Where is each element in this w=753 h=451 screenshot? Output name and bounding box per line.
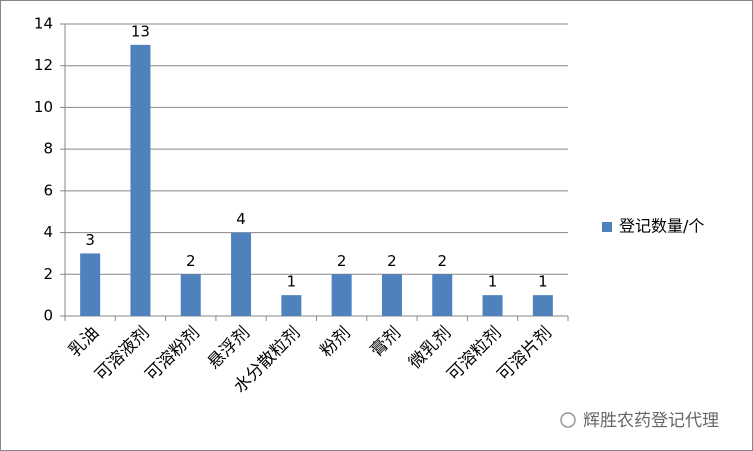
- y-tick-label: 12: [34, 56, 53, 74]
- bar: [432, 274, 453, 316]
- bar: [532, 295, 553, 316]
- y-tick-label: 6: [43, 181, 53, 199]
- bar: [482, 295, 503, 316]
- data-label: 2: [337, 252, 347, 270]
- y-tick-label: 2: [43, 265, 53, 283]
- watermark: 辉胜农药登记代理: [583, 411, 719, 431]
- data-label: 4: [236, 210, 246, 228]
- y-tick-label: 14: [34, 15, 53, 33]
- legend-swatch: [602, 222, 612, 232]
- bar: [331, 274, 352, 316]
- data-label: 2: [186, 252, 196, 270]
- data-label: 3: [85, 231, 95, 249]
- data-label: 1: [287, 273, 297, 291]
- data-label: 1: [488, 273, 498, 291]
- bar: [130, 44, 151, 316]
- y-tick-label: 4: [43, 223, 53, 241]
- bar: [231, 232, 252, 316]
- y-tick-label: 0: [43, 307, 53, 325]
- data-label: 1: [538, 273, 548, 291]
- data-label: 13: [131, 22, 150, 40]
- y-tick-label: 10: [34, 98, 53, 116]
- watermark-icon: [560, 412, 576, 428]
- legend-label: 登记数量/个: [619, 217, 704, 236]
- bar: [180, 274, 201, 316]
- bar: [281, 295, 302, 316]
- data-label: 2: [437, 252, 447, 270]
- y-tick-label: 8: [43, 140, 53, 158]
- data-label: 2: [387, 252, 397, 270]
- bar: [381, 274, 402, 316]
- bar: [80, 253, 101, 316]
